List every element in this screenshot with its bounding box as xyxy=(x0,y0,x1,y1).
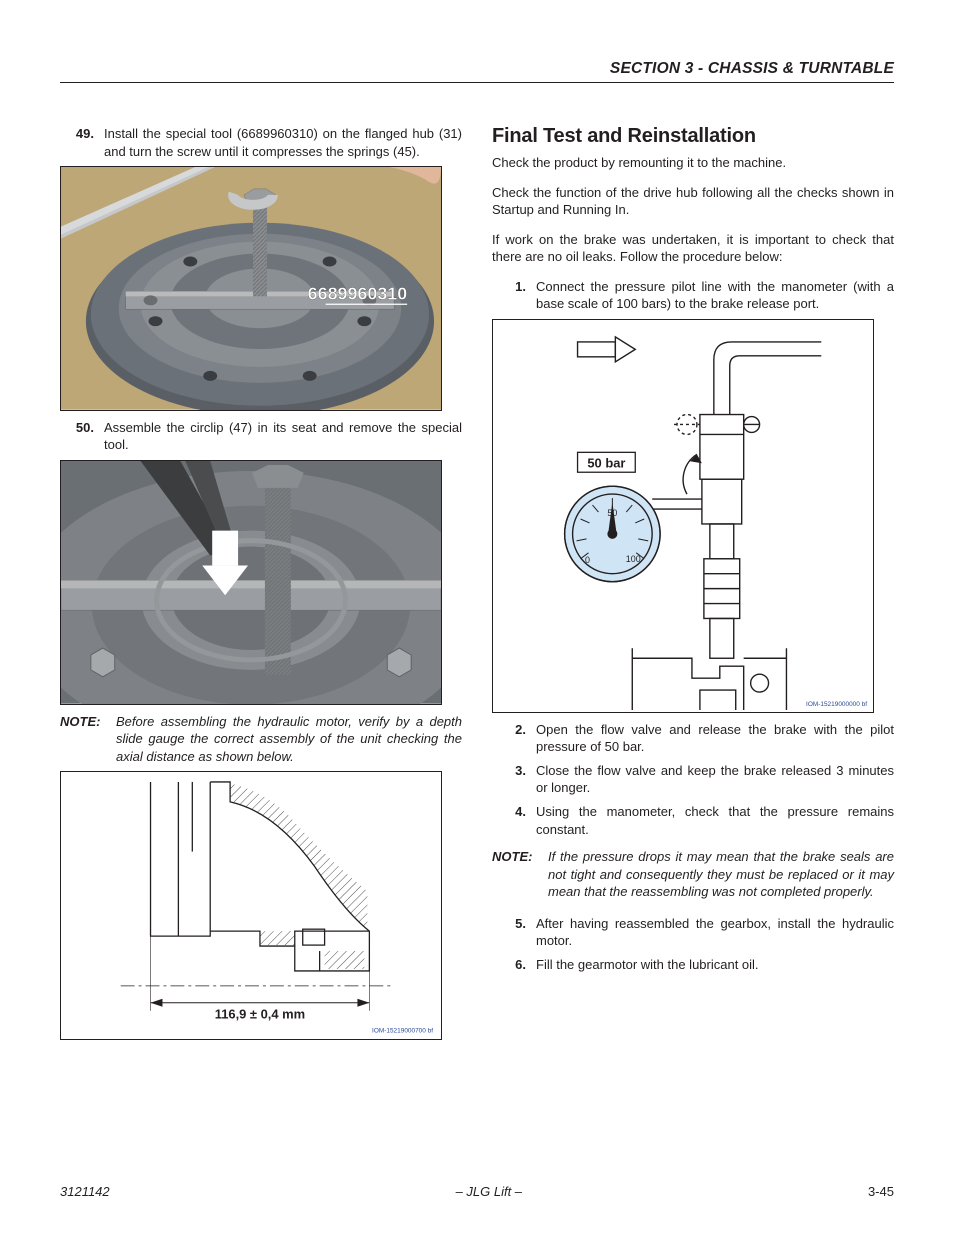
diagram-ref: IOM-15219000700 bf xyxy=(372,1028,433,1035)
gauge-max: 100 xyxy=(626,554,641,564)
step-3: 3. Close the flow valve and keep the bra… xyxy=(492,762,894,797)
footer-page-number: 3-45 xyxy=(868,1184,894,1199)
step-1: 1. Connect the pressure pilot line with … xyxy=(492,278,894,313)
step-4: 4. Using the manometer, check that the p… xyxy=(492,803,894,838)
page-footer: 3121142 – JLG Lift – 3-45 xyxy=(60,1184,894,1199)
note-label: NOTE: xyxy=(492,848,548,901)
step-50: 50. Assemble the circlip (47) in its sea… xyxy=(60,419,462,454)
section-header: SECTION 3 - CHASSIS & TURNTABLE xyxy=(60,60,894,83)
diagram-axial-distance: 116,9 ± 0,4 mm IOM-15219000700 bf xyxy=(60,771,442,1040)
step-number: 2. xyxy=(492,721,536,756)
photo-special-tool: 6689960310 xyxy=(60,166,442,411)
photo-circlip xyxy=(60,460,442,705)
dimension-label: 116,9 ± 0,4 mm xyxy=(215,1007,305,1022)
note-text: If the pressure drops it may mean that t… xyxy=(548,848,894,901)
step-number: 6. xyxy=(492,956,536,974)
step-text: Connect the pressure pilot line with the… xyxy=(536,278,894,313)
left-column: 49. Install the special tool (6689960310… xyxy=(60,125,462,1048)
pressure-label: 50 bar xyxy=(587,455,625,470)
step-6: 6. Fill the gearmotor with the lubricant… xyxy=(492,956,894,974)
step-text: Install the special tool (6689960310) on… xyxy=(104,125,462,160)
note-pressure-drop: NOTE: If the pressure drops it may mean … xyxy=(492,848,894,901)
heading-final-test: Final Test and Reinstallation xyxy=(492,125,894,148)
step-number: 4. xyxy=(492,803,536,838)
step-text: After having reassembled the gearbox, in… xyxy=(536,915,894,950)
right-column: Final Test and Reinstallation Check the … xyxy=(492,125,894,1048)
step-number: 3. xyxy=(492,762,536,797)
tool-number-overlay: 6689960310 xyxy=(308,283,408,303)
p2: Check the function of the drive hub foll… xyxy=(492,184,894,219)
note-label: NOTE: xyxy=(60,713,116,766)
gauge-zero: 0 xyxy=(585,555,590,565)
footer-doc-number: 3121142 xyxy=(60,1184,110,1199)
step-49: 49. Install the special tool (6689960310… xyxy=(60,125,462,160)
step-number: 1. xyxy=(492,278,536,313)
step-number: 5. xyxy=(492,915,536,950)
p1: Check the product by remounting it to th… xyxy=(492,154,894,172)
footer-brand: – JLG Lift – xyxy=(456,1184,522,1199)
step-2: 2. Open the flow valve and release the b… xyxy=(492,721,894,756)
diagram-manometer: 0 50 100 50 bar IOM-15219000000 bf xyxy=(492,319,874,713)
note-text: Before assembling the hydraulic motor, v… xyxy=(116,713,462,766)
step-text: Close the flow valve and keep the brake … xyxy=(536,762,894,797)
step-number: 49. xyxy=(60,125,104,160)
two-column-layout: 49. Install the special tool (6689960310… xyxy=(60,125,894,1048)
step-text: Open the flow valve and release the brak… xyxy=(536,721,894,756)
step-number: 50. xyxy=(60,419,104,454)
step-text: Fill the gearmotor with the lubricant oi… xyxy=(536,956,894,974)
p3: If work on the brake was undertaken, it … xyxy=(492,231,894,266)
step-text: Using the manometer, check that the pres… xyxy=(536,803,894,838)
step-text: Assemble the circlip (47) in its seat an… xyxy=(104,419,462,454)
note-depth-gauge: NOTE: Before assembling the hydraulic mo… xyxy=(60,713,462,766)
diagram-ref: IOM-15219000000 bf xyxy=(806,701,867,708)
step-5: 5. After having reassembled the gearbox,… xyxy=(492,915,894,950)
